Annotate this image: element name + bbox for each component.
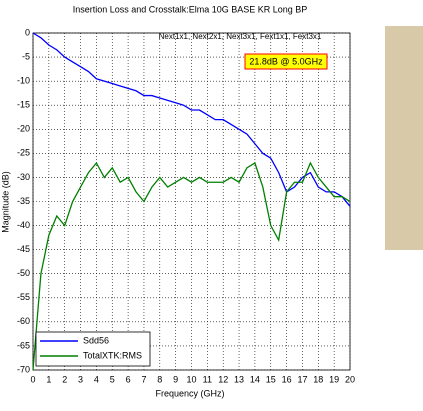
x-tick-label: 18 xyxy=(313,374,323,384)
x-tick-label: 20 xyxy=(345,374,355,384)
x-tick-label: 0 xyxy=(30,374,35,384)
x-tick-label: 2 xyxy=(62,374,67,384)
x-axis-label: Frequency (GHz) xyxy=(155,388,224,398)
y-tick-label: -10 xyxy=(17,76,30,86)
x-tick-label: 11 xyxy=(203,374,212,384)
y-tick-label: -35 xyxy=(17,196,30,206)
x-tick-label: 7 xyxy=(141,374,146,384)
side-image xyxy=(385,26,423,250)
x-tick-label: 6 xyxy=(126,374,131,384)
x-tick-label: 5 xyxy=(110,374,115,384)
x-tick-label: 8 xyxy=(157,374,162,384)
y-tick-label: -70 xyxy=(17,364,30,374)
x-tick-label: 13 xyxy=(234,374,244,384)
x-tick-label: 15 xyxy=(266,374,276,384)
y-tick-label: -60 xyxy=(17,316,30,326)
y-tick-label: -55 xyxy=(17,292,30,302)
chart: Insertion Loss and Crosstalk:Elma 10G BA… xyxy=(0,0,423,406)
x-tick-label: 19 xyxy=(329,374,339,384)
y-tick-label: -45 xyxy=(17,244,30,254)
x-tick-label: 10 xyxy=(186,374,196,384)
y-tick-label: -20 xyxy=(17,124,30,134)
y-axis-label: Magnitude (dB) xyxy=(0,171,10,233)
x-tick-label: 16 xyxy=(282,374,292,384)
y-tick-label: -25 xyxy=(17,148,30,158)
annotation: Next1x1, Next2x1, Next3x1, Fext1x1, Fext… xyxy=(159,32,322,41)
y-tick-label: -50 xyxy=(17,268,30,278)
y-tick-label: -30 xyxy=(17,172,30,182)
y-tick-label: -40 xyxy=(17,220,30,230)
x-tick-label: 1 xyxy=(46,374,51,384)
x-tick-label: 4 xyxy=(94,374,99,384)
legend-label: TotalXTK:RMS xyxy=(83,350,142,360)
callout: 21.8dB @ 5.0GHz xyxy=(249,56,323,66)
x-tick-label: 9 xyxy=(173,374,178,384)
legend-label: Sdd56 xyxy=(83,335,109,345)
y-tick-label: -5 xyxy=(22,51,30,61)
chart-title: Insertion Loss and Crosstalk:Elma 10G BA… xyxy=(73,4,308,14)
y-tick-label: -65 xyxy=(17,340,30,350)
x-tick-label: 14 xyxy=(250,374,260,384)
x-tick-label: 3 xyxy=(78,374,83,384)
x-tick-label: 12 xyxy=(218,374,228,384)
y-tick-label: -15 xyxy=(17,100,30,110)
y-tick-label: 0 xyxy=(25,27,30,37)
x-tick-label: 17 xyxy=(297,374,307,384)
